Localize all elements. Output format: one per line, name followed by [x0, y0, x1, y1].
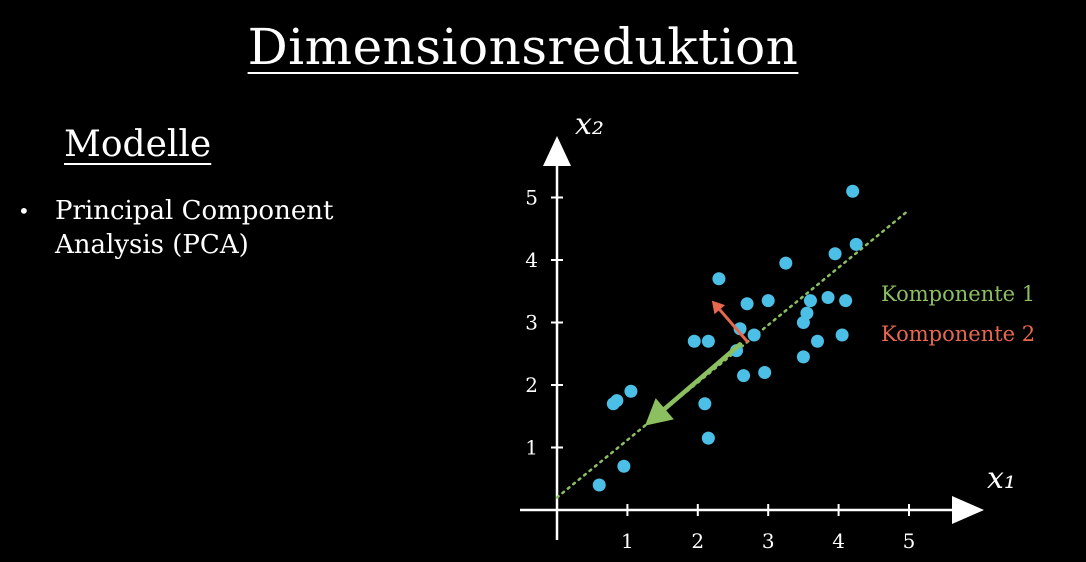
y-tick-label: 5 [525, 186, 538, 210]
bullet-text-line: Analysis (PCA) [55, 230, 249, 260]
legend-komponente-1: Komponente 1 [881, 282, 1035, 306]
legend: Komponente 1 Komponente 2 [881, 282, 1035, 346]
y-tick-label: 1 [525, 436, 538, 460]
y-tick-label: 4 [525, 248, 538, 272]
komponente-2-arrow-shaft [718, 308, 749, 343]
bullet-text-line: Principal Component [55, 196, 334, 226]
y-axis-label: x₂ [575, 107, 604, 142]
x-axis-arrowhead [952, 496, 984, 524]
bullet-list: • Principal Component Analysis (PCA) [18, 194, 438, 262]
y-tick-label: 3 [525, 311, 538, 335]
data-point [821, 291, 835, 304]
data-point [701, 431, 715, 445]
bullet-icon: • [18, 199, 30, 223]
slide-title: Dimensionsreduktion [247, 18, 799, 76]
x-tick-label: 2 [691, 529, 704, 553]
x-tick-label: 3 [762, 529, 775, 553]
data-point [740, 297, 754, 311]
data-point [610, 394, 624, 408]
y-axis-arrowhead [543, 136, 571, 166]
data-point [733, 322, 747, 336]
data-point [701, 334, 715, 348]
data-point [712, 272, 726, 286]
komponente-1-arrow-shaft [662, 342, 743, 411]
axes: x₁ x₂ [520, 107, 1016, 540]
x-axis-label: x₁ [987, 461, 1016, 496]
bullet-item: • Principal Component Analysis (PCA) [18, 194, 438, 262]
data-point [617, 459, 631, 473]
komponente-2-arrow-head [711, 300, 726, 315]
data-point [839, 294, 853, 308]
y-tick-label: 2 [525, 373, 538, 397]
data-point [796, 350, 810, 364]
data-points [592, 184, 863, 492]
komponente-1-arrow-head [645, 398, 674, 426]
data-point [624, 384, 638, 398]
data-point [592, 478, 606, 492]
data-point [761, 294, 775, 308]
x-tick-label: 5 [903, 529, 916, 553]
data-point [698, 397, 712, 411]
data-point [800, 306, 814, 320]
component-arrows [645, 300, 749, 426]
data-point [849, 237, 863, 251]
data-point [810, 334, 824, 348]
data-point [803, 294, 817, 308]
data-point [747, 328, 761, 342]
data-point [828, 247, 842, 261]
data-point [687, 334, 701, 348]
data-point [737, 369, 751, 383]
data-point [835, 328, 849, 342]
data-point [758, 366, 772, 379]
data-point [779, 256, 793, 270]
tick-labels: 1 2 3 4 5 1 2 3 4 5 [525, 186, 915, 554]
data-point [846, 184, 860, 198]
legend-komponente-2: Komponente 2 [881, 322, 1035, 346]
x-tick-label: 1 [621, 529, 634, 553]
x-tick-label: 4 [832, 529, 845, 553]
section-heading: Modelle [64, 124, 212, 165]
